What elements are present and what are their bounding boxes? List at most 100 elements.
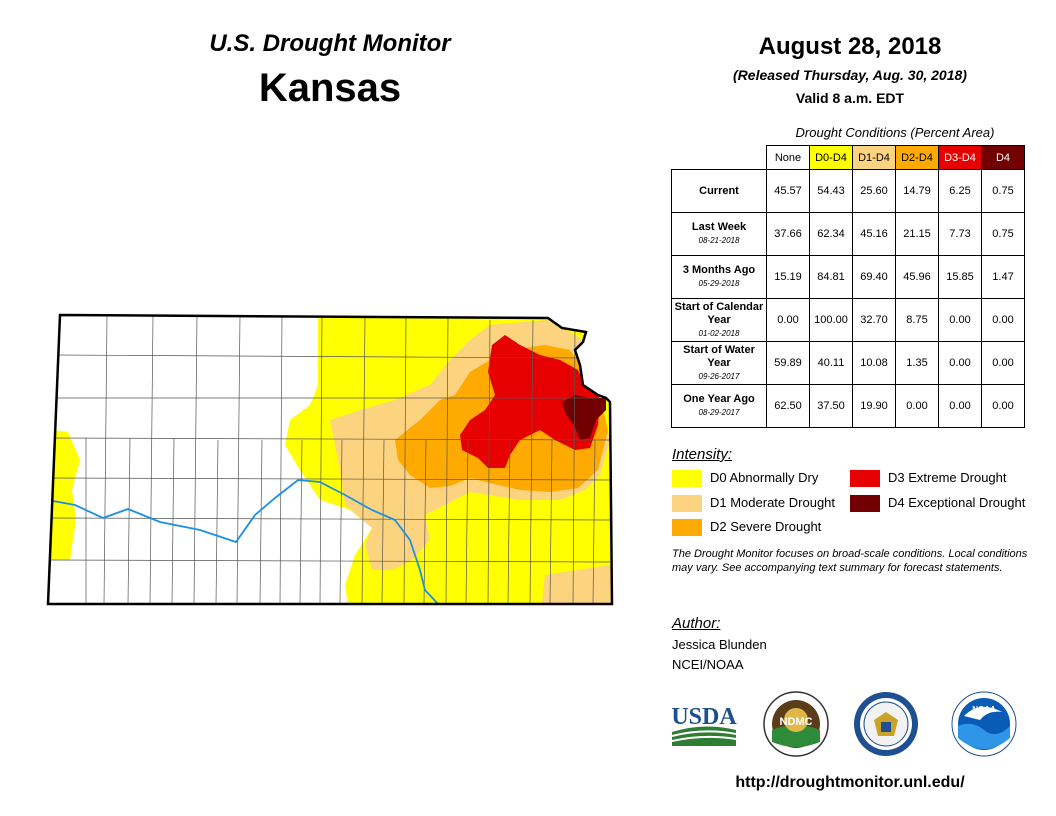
- table-cell: 0.00: [766, 298, 810, 342]
- col-d2-d4: D2-D4: [895, 145, 939, 170]
- table-cell: 6.25: [938, 169, 982, 213]
- row-label-text: One Year Ago: [683, 393, 755, 405]
- legend-label: D2 Severe Drought: [710, 519, 822, 534]
- table-row: Last Week 08-21-2018 37.66 62.34 45.16 21…: [671, 212, 1025, 256]
- legend-item-d2: D2 Severe Drought: [672, 519, 822, 537]
- d3-area: [460, 335, 600, 468]
- table-row: Current 45.57 54.43 25.60 14.79 6.25 0.7…: [671, 169, 1025, 213]
- table-row: Start of Calendar Year 01-02-2018 0.00 10…: [671, 298, 1025, 342]
- row-date: 01-02-2018: [698, 328, 740, 338]
- table-cell: 45.96: [895, 255, 939, 299]
- row-label-text: Start of Water Year: [683, 343, 755, 369]
- table-cell: 21.15: [895, 212, 939, 256]
- table-cell: 14.79: [895, 169, 939, 213]
- drought-monitor-url[interactable]: http://droughtmonitor.unl.edu/: [735, 774, 965, 791]
- table-corner: [671, 145, 767, 170]
- table-cell: 0.00: [895, 384, 939, 428]
- legend-label: D4 Exceptional Drought: [888, 495, 1026, 510]
- kansas-outline: [46, 313, 614, 606]
- row-label-text: Current: [699, 184, 739, 197]
- disclaimer-note: The Drought Monitor focuses on broad-sca…: [672, 548, 1028, 574]
- legend-item-d4: D4 Exceptional Drought: [850, 495, 1026, 513]
- table-cell: 69.40: [852, 255, 896, 299]
- ndmc-logo: NDMC: [763, 691, 829, 757]
- legend-title: Intensity:: [672, 446, 733, 463]
- row-label: One Year Ago 08-29-2017: [671, 384, 767, 428]
- valid-time: Valid 8 a.m. EDT: [795, 90, 905, 106]
- table-cell: 0.00: [981, 298, 1025, 342]
- row-label: 3 Months Ago 05-29-2018: [671, 255, 767, 299]
- row-label: Current: [671, 169, 767, 213]
- table-cell: 7.73: [938, 212, 982, 256]
- row-date: 08-29-2017: [698, 408, 740, 417]
- col-d1-d4: D1-D4: [852, 145, 896, 170]
- row-date: 05-29-2018: [698, 279, 740, 288]
- table-cell: 0.75: [981, 212, 1025, 256]
- table-cell: 37.50: [809, 384, 853, 428]
- row-label: Last Week 08-21-2018: [671, 212, 767, 256]
- table-cell: 0.75: [981, 169, 1025, 213]
- table-cell: 25.60: [852, 169, 896, 213]
- county-lines: [48, 315, 611, 604]
- table-cell: 1.47: [981, 255, 1025, 299]
- table-cell: 62.50: [766, 384, 810, 428]
- table-cell: 32.70: [852, 298, 896, 342]
- table-cell: 0.00: [981, 341, 1025, 385]
- legend-swatch: [850, 495, 880, 513]
- col-none: None: [766, 145, 810, 170]
- legend-label: D1 Moderate Drought: [710, 495, 836, 510]
- row-label-text: 3 Months Ago: [682, 264, 756, 276]
- table-header-row: None D0-D4 D1-D4 D2-D4 D3-D4 D4: [671, 145, 1025, 170]
- d1-area-southeast: [540, 565, 612, 604]
- usda-logo-text: USDA: [671, 704, 737, 730]
- row-date: 08-21-2018: [698, 236, 740, 245]
- table-cell: 0.00: [981, 384, 1025, 428]
- d4-area: [562, 395, 606, 440]
- release-date: (Released Thursday, Aug. 30, 2018): [733, 67, 967, 83]
- monitor-title: U.S. Drought Monitor: [209, 30, 451, 57]
- author-label: Author:: [672, 615, 721, 632]
- legend-swatch: [672, 495, 702, 513]
- table-cell: 15.85: [938, 255, 982, 299]
- legend-item-d0: D0 Abnormally Dry: [672, 470, 819, 488]
- ndmc-logo-text: NDMC: [780, 716, 813, 728]
- legend-swatch: [672, 470, 702, 488]
- table-cell: 45.16: [852, 212, 896, 256]
- commerce-seal-icon: [854, 692, 918, 756]
- table-cell: 45.57: [766, 169, 810, 213]
- col-d0-d4: D0-D4: [809, 145, 853, 170]
- noaa-logo-text: NOAA: [972, 705, 996, 714]
- row-label: Start of Calendar Year 01-02-2018: [671, 298, 767, 342]
- drought-conditions-table: None D0-D4 D1-D4 D2-D4 D3-D4 D4 Current …: [671, 145, 1025, 428]
- col-d3-d4: D3-D4: [938, 145, 982, 170]
- legend-label: D3 Extreme Drought: [888, 470, 1007, 485]
- table-row: One Year Ago 08-29-2017 62.50 37.50 19.90…: [671, 384, 1025, 428]
- author-name: Jessica Blunden: [672, 637, 767, 652]
- col-d4: D4: [981, 145, 1025, 170]
- table-cell: 100.00: [809, 298, 853, 342]
- noaa-logo: NOAA: [951, 691, 1017, 757]
- table-cell: 62.34: [809, 212, 853, 256]
- table-cell: 0.00: [938, 298, 982, 342]
- table-row: 3 Months Ago 05-29-2018 15.19 84.81 69.40…: [671, 255, 1025, 299]
- table-cell: 10.08: [852, 341, 896, 385]
- legend-label: D0 Abnormally Dry: [710, 470, 819, 485]
- table-cell: 15.19: [766, 255, 810, 299]
- table-cell: 19.90: [852, 384, 896, 428]
- arkansas-river: [48, 479, 439, 604]
- author-org: NCEI/NOAA: [672, 657, 744, 672]
- table-cell: 37.66: [766, 212, 810, 256]
- table-cell: 84.81: [809, 255, 853, 299]
- row-date: 09-26-2017: [698, 371, 740, 381]
- row-label: Start of Water Year 09-26-2017: [671, 341, 767, 385]
- table-row: Start of Water Year 09-26-2017 59.89 40.1…: [671, 341, 1025, 385]
- legend-item-d3: D3 Extreme Drought: [850, 470, 1007, 488]
- map-date: August 28, 2018: [758, 33, 942, 60]
- kansas-drought-map: [46, 313, 614, 606]
- table-cell: 1.35: [895, 341, 939, 385]
- table-cell: 0.00: [938, 341, 982, 385]
- table-cell: 59.89: [766, 341, 810, 385]
- table-cell: 40.11: [809, 341, 853, 385]
- legend-item-d1: D1 Moderate Drought: [672, 495, 836, 513]
- table-cell: 0.00: [938, 384, 982, 428]
